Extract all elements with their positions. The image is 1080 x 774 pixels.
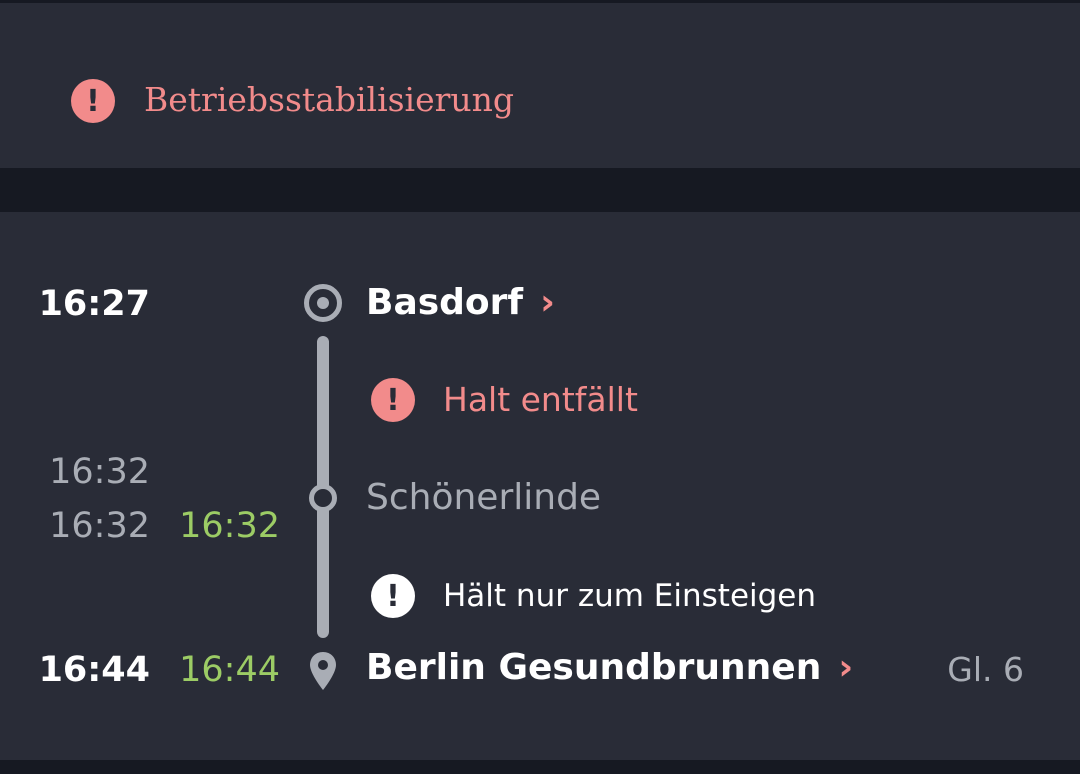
destination-time-actual: 16:44	[179, 650, 280, 690]
destination-station: Berlin Gesundbrunnen	[366, 647, 822, 688]
location-pin-icon	[310, 652, 336, 690]
stop-circle-icon	[309, 484, 337, 512]
journey-details: 16:27 Basdorf › ! Halt entfällt 16:32 16…	[0, 212, 1080, 760]
chevron-right-icon: ›	[838, 647, 854, 688]
exclamation-circle-icon: !	[371, 574, 415, 618]
notice-cancelled: Halt entfällt	[443, 380, 638, 419]
destination-station-link[interactable]: Berlin Gesundbrunnen ›	[366, 647, 853, 688]
platform-label: Gl. 6	[947, 650, 1024, 689]
notice-boarding-only: Hält nur zum Einsteigen	[443, 578, 817, 614]
exclamation-circle-icon: !	[71, 79, 115, 123]
destination-time-planned: 16:44	[38, 650, 150, 690]
exclamation-circle-icon: !	[371, 378, 415, 422]
intermediate-departure-planned: 16:32	[49, 506, 150, 546]
intermediate-station: Schönerlinde	[366, 477, 602, 518]
origin-station: Basdorf	[366, 282, 524, 323]
intermediate-departure-actual: 16:32	[179, 506, 280, 546]
intermediate-arrival-planned: 16:32	[49, 452, 150, 492]
origin-time: 16:27	[38, 284, 150, 324]
origin-circle-icon	[304, 284, 342, 322]
origin-station-link[interactable]: Basdorf ›	[366, 282, 555, 323]
chevron-right-icon: ›	[540, 282, 556, 323]
alert-banner[interactable]: ! Betriebsstabilisierung	[0, 3, 1080, 168]
alert-text: Betriebsstabilisierung	[144, 80, 515, 119]
